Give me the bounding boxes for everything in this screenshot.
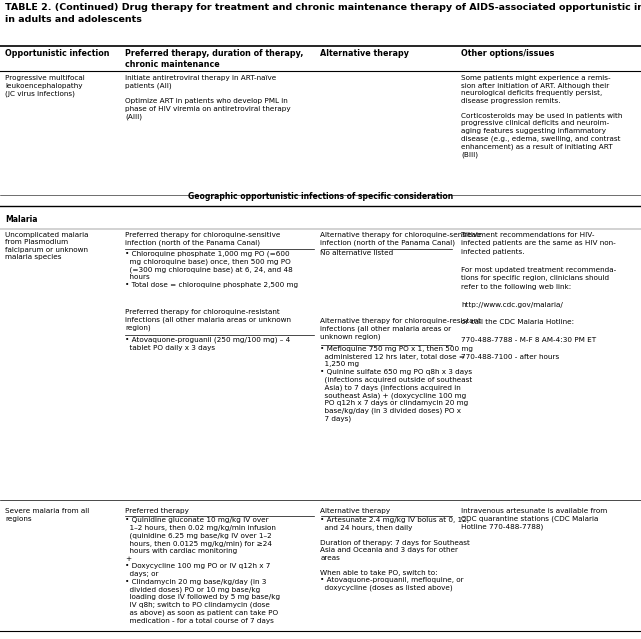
Text: TABLE 2. (Continued) Drug therapy for treatment and chronic maintenance therapy : TABLE 2. (Continued) Drug therapy for tr… — [5, 3, 641, 24]
Text: • Quinidine gluconate 10 mg/kg IV over
  1–2 hours, then 0.02 mg/kg/min infusion: • Quinidine gluconate 10 mg/kg IV over 1… — [125, 518, 280, 624]
Text: Alternative therapy: Alternative therapy — [320, 49, 410, 58]
Text: No alternative listed: No alternative listed — [320, 250, 394, 256]
Text: Severe malaria from all
regions: Severe malaria from all regions — [5, 508, 89, 521]
Text: Treatment recommendations for HIV-
infected patients are the same as HIV non-
in: Treatment recommendations for HIV- infec… — [461, 231, 616, 360]
Text: Preferred therapy for chloroquine-resistant
infections (all other malaria areas : Preferred therapy for chloroquine-resist… — [125, 309, 291, 330]
Text: Progressive multifocal
leukoencephalopathy
(JC virus infections): Progressive multifocal leukoencephalopat… — [5, 75, 85, 96]
Text: Preferred therapy, duration of therapy,
chronic maintenance: Preferred therapy, duration of therapy, … — [125, 49, 303, 68]
Text: Geographic opportunistic infections of specific consideration: Geographic opportunistic infections of s… — [188, 192, 453, 201]
Text: Preferred therapy: Preferred therapy — [125, 508, 189, 514]
Text: • Artesunate 2.4 mg/kg IV bolus at 0, 12,
  and 24 hours, then daily

Duration o: • Artesunate 2.4 mg/kg IV bolus at 0, 12… — [320, 518, 470, 591]
Text: Alternative therapy for chloroquine-sensitive
infection (north of the Panama Can: Alternative therapy for chloroquine-sens… — [320, 231, 482, 245]
Text: Uncomplicated malaria
from Plasmodium
falciparum or unknown
malaria species: Uncomplicated malaria from Plasmodium fa… — [5, 231, 88, 260]
Text: • Chloroquine phosphate 1,000 mg PO (=600
  mg chloroquine base) once, then 500 : • Chloroquine phosphate 1,000 mg PO (=60… — [125, 250, 298, 288]
Text: Other options/issues: Other options/issues — [461, 49, 554, 58]
Text: Some patients might experience a remis-
sion after initiation of ART. Although t: Some patients might experience a remis- … — [461, 75, 622, 158]
Text: Alternative therapy for chloroquine-resistant
infections (all other malaria area: Alternative therapy for chloroquine-resi… — [320, 318, 481, 340]
Text: Opportunistic infection: Opportunistic infection — [5, 49, 110, 58]
Text: Alternative therapy: Alternative therapy — [320, 508, 390, 514]
Text: • Atovaquone-proguanil (250 mg/100 mg) – 4
  tablet PO daily x 3 days: • Atovaquone-proguanil (250 mg/100 mg) –… — [125, 337, 290, 351]
Text: Intravenous artesunate is available from
CDC quarantine stations (CDC Malaria
Ho: Intravenous artesunate is available from… — [461, 508, 607, 530]
Text: • Mefloquine 750 mg PO x 1, then 500 mg
  administered 12 hrs later, total dose : • Mefloquine 750 mg PO x 1, then 500 mg … — [320, 346, 474, 422]
Text: Preferred therapy for chloroquine-sensitive
infection (north of the Panama Canal: Preferred therapy for chloroquine-sensit… — [125, 231, 280, 245]
Text: Initiate antiretroviral therapy in ART-naïve
patients (AII)

Optimize ART in pat: Initiate antiretroviral therapy in ART-n… — [125, 75, 290, 119]
Text: Malaria: Malaria — [5, 215, 38, 224]
